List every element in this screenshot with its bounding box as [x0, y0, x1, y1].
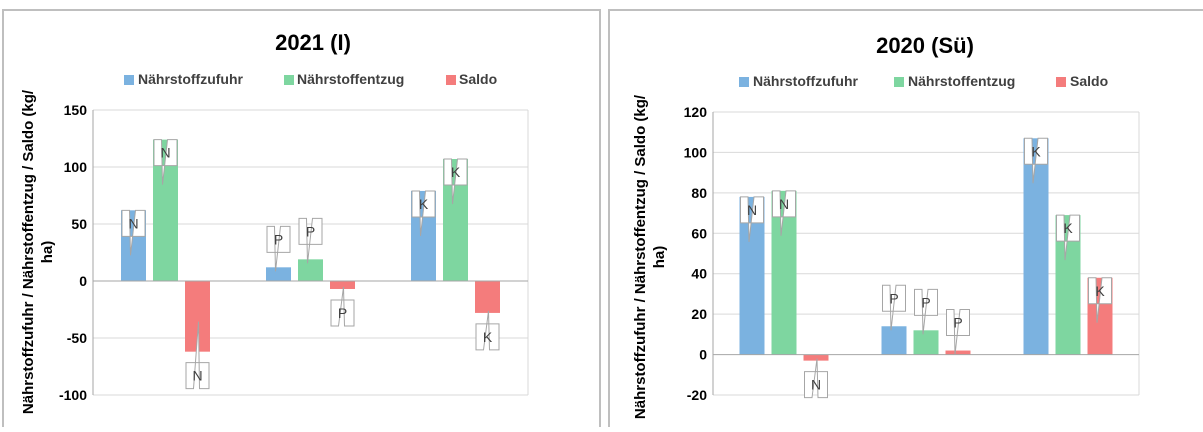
legend-label: Nährstoffzufuhr — [138, 71, 244, 87]
legend-label: Nährstoffzufuhr — [753, 73, 859, 89]
data-label: P — [889, 290, 898, 306]
data-label-callout — [1088, 277, 1112, 323]
data-label: K — [483, 329, 493, 345]
data-label: K — [419, 196, 429, 212]
legend-swatch — [446, 75, 456, 85]
legend-swatch — [124, 75, 134, 85]
data-label: P — [338, 305, 347, 321]
data-label-callout — [740, 196, 764, 242]
legend-swatch — [739, 77, 749, 87]
data-label: N — [811, 377, 821, 393]
data-label: N — [160, 145, 170, 161]
data-label-callout — [411, 190, 436, 236]
data-label-callout — [443, 158, 468, 205]
y-tick-label: -50 — [67, 330, 87, 346]
y-tick-label: 100 — [64, 159, 88, 175]
y-axis-label-line: Nährstoffzufuhr / Nährstoffentzug / Sald… — [632, 94, 649, 419]
legend-label: Nährstoffentzug — [297, 71, 404, 87]
bar-saldo-P — [945, 350, 971, 355]
bar-saldo-P — [330, 281, 355, 289]
legend-label: Nährstoffentzug — [908, 73, 1015, 89]
data-label-callout — [330, 286, 355, 327]
data-label-callout — [1024, 137, 1048, 184]
y-tick-label: 50 — [71, 216, 87, 232]
chart-panel-2: 2020 (Sü) Nährstoffzufuhr Nährstoffentzug S… — [608, 9, 1203, 431]
data-label: N — [192, 368, 202, 384]
y-axis-label: Nährstoffzufuhr / Nährstoffentzug / Sald… — [20, 89, 56, 414]
data-label: K — [1031, 143, 1041, 159]
y-tick-label: 150 — [64, 102, 88, 118]
data-label-callout — [1056, 214, 1080, 261]
bar-nährstoffzufuhr-P — [266, 267, 291, 281]
y-tick-label: -20 — [687, 387, 707, 403]
y-axis-label-line: Nährstoffzufuhr / Nährstoffentzug / Sald… — [20, 89, 37, 414]
bar-nährstoffentzug-P — [298, 259, 323, 281]
data-label-callout — [266, 225, 291, 272]
y-tick-label: 120 — [684, 104, 708, 120]
data-label: K — [1095, 283, 1105, 299]
data-label-callout — [946, 309, 970, 355]
legend-swatch — [284, 75, 294, 85]
y-axis-label-line: ha) — [651, 246, 668, 269]
data-label: K — [1063, 220, 1073, 236]
legend-label: Saldo — [459, 71, 497, 87]
legend-label: Saldo — [1070, 73, 1108, 89]
y-tick-label: 0 — [699, 347, 707, 363]
panel-frame — [608, 9, 1203, 431]
y-tick-label: 40 — [691, 266, 707, 282]
legend-swatch — [894, 77, 904, 87]
y-axis-label: Nährstoffzufuhr / Nährstoffentzug / Sald… — [632, 94, 668, 419]
bar-saldo-K — [475, 281, 500, 313]
data-label-callout — [804, 358, 828, 399]
y-axis-label-line: ha) — [39, 241, 56, 264]
bar-nährstoffentzug-P — [913, 330, 939, 355]
y-tick-label: 60 — [691, 225, 707, 241]
bar-nährstoffentzug-N — [771, 190, 797, 355]
data-label: K — [451, 164, 461, 180]
data-label: P — [306, 223, 315, 239]
data-label-callout — [298, 217, 323, 264]
y-tick-label: 20 — [691, 306, 707, 322]
bar-nährstoffzufuhr-P — [881, 326, 907, 355]
data-label: N — [128, 215, 138, 231]
data-label: P — [274, 231, 283, 247]
bar-saldo-N — [803, 354, 829, 361]
data-label: N — [779, 196, 789, 212]
y-tick-label: -100 — [59, 387, 87, 403]
y-tick-label: 0 — [79, 273, 87, 289]
data-label: P — [921, 294, 930, 310]
legend-swatch — [1056, 77, 1066, 87]
data-label: P — [953, 315, 962, 331]
data-label: N — [747, 202, 757, 218]
data-label-callout — [475, 310, 500, 351]
chart-panel-1: 2021 (I) Nährstoffzufuhr Nährstoffentzug Sa… — [2, 9, 601, 431]
data-label-callout — [121, 209, 146, 256]
chart-title: 2020 (Sü) — [876, 33, 974, 58]
data-label-callout — [914, 288, 938, 335]
data-label-callout — [185, 321, 210, 390]
data-label-callout — [882, 284, 906, 331]
chart-title: 2021 (I) — [275, 30, 351, 55]
data-label-callout — [772, 190, 796, 236]
y-tick-label: 100 — [684, 144, 708, 160]
bar-nährstoffzufuhr-K — [1023, 138, 1049, 355]
y-tick-label: 80 — [691, 185, 707, 201]
data-label-callout — [153, 139, 178, 185]
